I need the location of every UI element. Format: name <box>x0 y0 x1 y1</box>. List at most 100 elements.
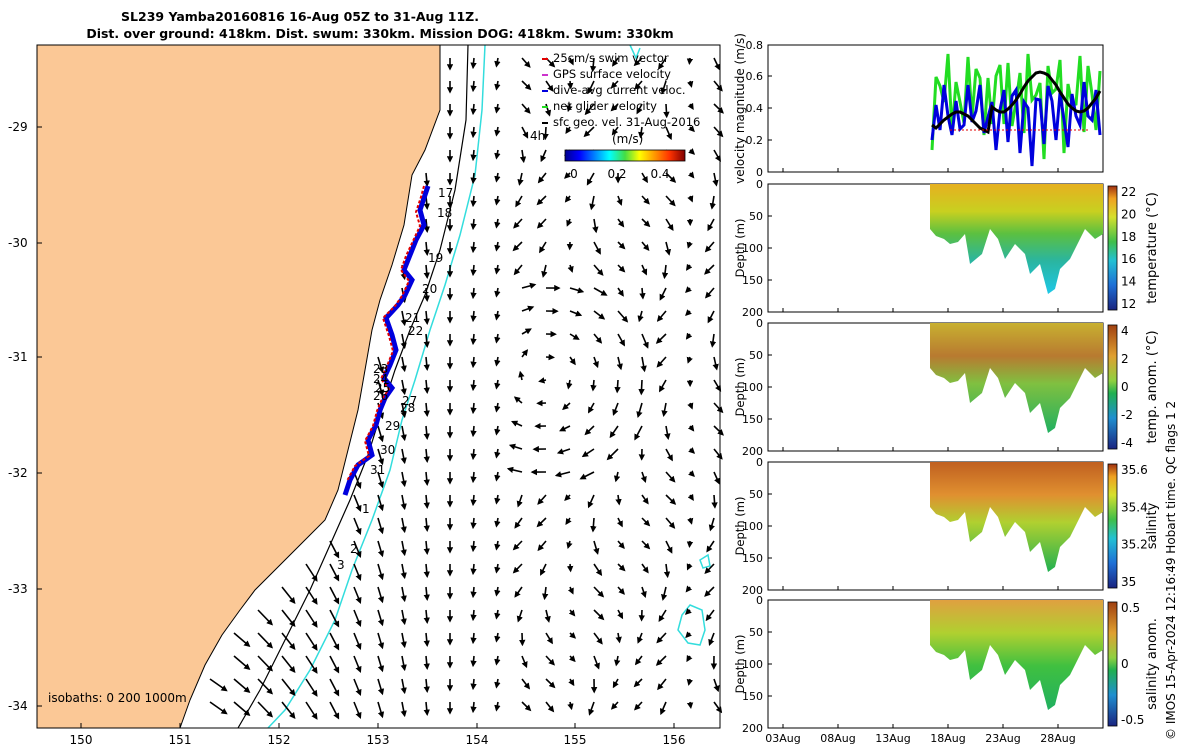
salinity-colorbar <box>1107 463 1118 589</box>
day-label: 1 <box>362 502 370 516</box>
colorbar-unit: (m/s) <box>612 132 643 146</box>
depth-tick: 200 <box>742 306 763 319</box>
day-label: 31 <box>370 463 385 477</box>
credit-text: © IMOS 15-Apr-2024 12:16:49 Hobart time.… <box>1164 400 1178 740</box>
land-mass <box>36 44 441 729</box>
depth-axis-label: Depth (m) <box>733 358 747 417</box>
depth-tick: 150 <box>742 690 763 703</box>
depth-tick: 50 <box>749 210 763 223</box>
day-label: 28 <box>400 401 415 415</box>
map-title-line1: SL239 Yamba20160816 16-Aug 05Z to 31-Aug… <box>121 9 479 24</box>
colorbar-tick: 0 <box>570 167 578 181</box>
depth-tick: 50 <box>749 349 763 362</box>
colorbar-tick: -4 <box>1121 436 1133 450</box>
temp_anom-section <box>930 323 1103 433</box>
isobath-1000m-eddy <box>677 604 706 646</box>
colorbar-tick: -2 <box>1121 408 1133 422</box>
depth-tick: 50 <box>749 626 763 639</box>
time-tick: 18Aug <box>930 732 965 745</box>
depth-tick: 50 <box>749 488 763 501</box>
lat-tick-label: -29 <box>8 120 28 134</box>
legend-entry: 25cm/s swim vector <box>553 51 669 65</box>
colorbar-tick: 14 <box>1121 275 1136 289</box>
map-title-line2: Dist. over ground: 418km. Dist. swum: 33… <box>86 26 674 41</box>
sal_anom-section <box>930 600 1103 710</box>
colorbar-tick: 0 <box>1121 380 1129 394</box>
day-label: 29 <box>385 419 400 433</box>
velocity-ytick: 0.4 <box>746 102 764 115</box>
temperature-section <box>930 184 1103 294</box>
latitude-ticks: -29 -30 -31 -32 -33 -34 <box>8 120 42 713</box>
lon-tick-label: 150 <box>70 733 93 747</box>
day-label: 19 <box>428 251 443 265</box>
legend-entry: net glider velocity <box>553 99 657 113</box>
sal_anom-cbar-label: salinity anom. <box>1145 618 1160 710</box>
depth-tick: 150 <box>742 552 763 565</box>
day-label: 2 <box>350 542 358 556</box>
isobath-1000m-north <box>629 44 641 60</box>
time-tick: 23Aug <box>985 732 1020 745</box>
day-label: 17 <box>438 186 453 200</box>
lon-tick-label: 153 <box>367 733 390 747</box>
colorbar-tick: 0.2 <box>607 167 626 181</box>
time-tick: 08Aug <box>820 732 855 745</box>
time-tick: 28Aug <box>1040 732 1075 745</box>
day-label: 30 <box>380 443 395 457</box>
depth-tick: 0 <box>756 317 763 330</box>
colorbar-tick: 0 <box>1121 657 1129 671</box>
day-label: 3 <box>337 558 345 572</box>
velocity-ytick: 0.6 <box>746 70 764 83</box>
lon-tick-label: 156 <box>663 733 686 747</box>
speed-colorbar-ticks: 0 0.2 0.4 <box>570 167 669 181</box>
depth-tick: 200 <box>742 722 763 735</box>
surface-velocity-arrows <box>209 57 724 720</box>
day-label: 24 <box>373 372 388 386</box>
colorbar-tick: -0.5 <box>1121 713 1144 727</box>
depth-axis-label: Depth (m) <box>733 497 747 556</box>
swim-vectors <box>346 185 425 482</box>
colorbar-tick: 35.2 <box>1121 538 1148 552</box>
lat-tick-label: -31 <box>8 350 28 364</box>
depth-tick: 100 <box>742 658 763 671</box>
longitude-ticks: 150 151 152 153 154 155 156 <box>70 723 686 747</box>
legend-entry: dive-avg current veloc. <box>553 83 686 97</box>
map-legend: 25cm/s swim vector GPS surface velocity di… <box>542 51 700 129</box>
salinity-cbar-label: salinity <box>1145 502 1160 549</box>
colorbar-tick: 35 <box>1121 575 1136 589</box>
depth-tick: 0 <box>756 178 763 191</box>
salinity-section <box>930 462 1103 572</box>
colorbar-tick: 18 <box>1121 230 1136 244</box>
day-label: 26 <box>373 389 388 403</box>
lat-tick-label: -34 <box>8 699 28 713</box>
lat-tick-label: -33 <box>8 582 28 596</box>
speed-colorbar <box>564 149 686 162</box>
temp_anom-cbar-label: temp. anom. (°C) <box>1145 330 1160 443</box>
isobath-1000m-eddy2 <box>699 553 711 569</box>
time-tick: 13Aug <box>875 732 910 745</box>
depth-tick: 0 <box>756 456 763 469</box>
lat-tick-label: -32 <box>8 466 28 480</box>
depth-tick: 150 <box>742 413 763 426</box>
colorbar-tick: 0.4 <box>650 167 669 181</box>
lat-tick-label: -30 <box>8 236 28 250</box>
depth-axis-label: Depth (m) <box>733 635 747 694</box>
day-label: 23 <box>373 362 388 376</box>
depth-tick: 150 <box>742 274 763 287</box>
lon-tick-label: 152 <box>268 733 291 747</box>
depth-axis-label: Depth (m) <box>733 219 747 278</box>
lon-tick-label: 151 <box>169 733 192 747</box>
day-label: 27 <box>402 394 417 408</box>
colorbar-tick: 0.5 <box>1121 601 1140 615</box>
day-label: 22 <box>408 324 423 338</box>
velocity-ylabel: velocity magnitude (m/s) <box>733 33 747 184</box>
colorbar-tick: 16 <box>1121 252 1136 266</box>
time-label: 4h <box>530 129 545 143</box>
colorbar-tick: 35.4 <box>1121 500 1148 514</box>
depth-tick: 100 <box>742 520 763 533</box>
velocity-ytick: 0 <box>756 166 763 179</box>
colorbar-tick: 35.6 <box>1121 463 1148 477</box>
depth-tick: 100 <box>742 242 763 255</box>
colorbar-tick: 2 <box>1121 352 1129 366</box>
day-label: 18 <box>437 206 452 220</box>
